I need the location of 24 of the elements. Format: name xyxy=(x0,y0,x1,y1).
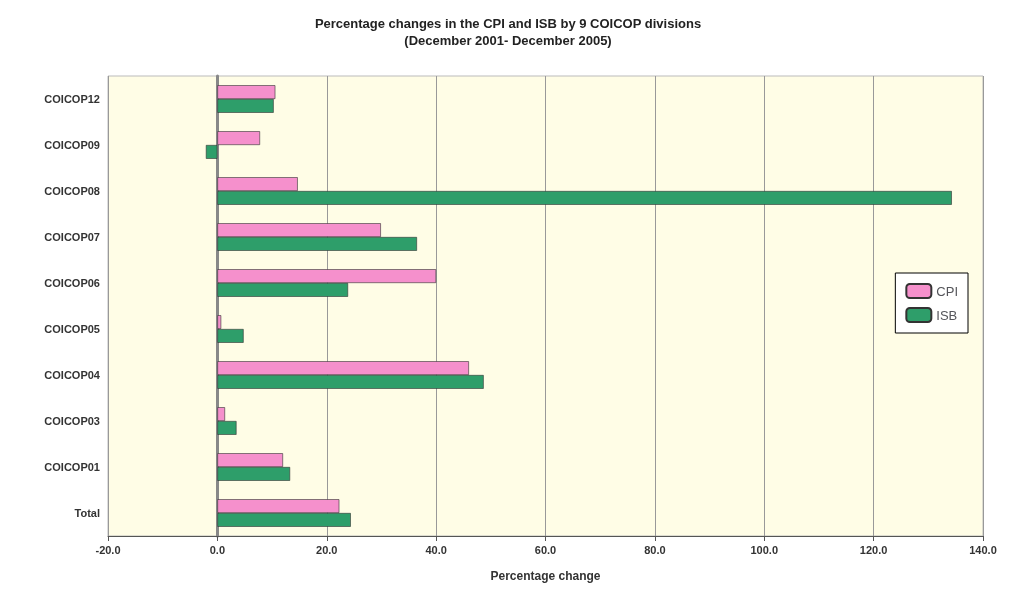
y-tick-label: COICOP06 xyxy=(44,277,100,289)
legend-label: ISB xyxy=(936,307,958,323)
y-tick-label: COICOP05 xyxy=(44,323,100,335)
y-tick-label: COICOP03 xyxy=(44,415,100,427)
chart-title: Percentage changes in the CPI and ISB by 9 COICOP divisions xyxy=(314,16,702,31)
y-tick-label: COICOP09 xyxy=(44,139,100,151)
x-tick-label: 140.0 xyxy=(969,543,997,556)
y-tick-label: COICOP07 xyxy=(44,231,100,243)
x-tick-label: 80.0 xyxy=(644,543,666,556)
y-tick-label: COICOP12 xyxy=(44,93,100,105)
x-tick-label: 100.0 xyxy=(750,543,779,556)
x-tick-label: 40.0 xyxy=(425,543,447,556)
legend-label: CPI xyxy=(936,283,958,299)
x-tick-label: 120.0 xyxy=(859,543,888,556)
y-tick-label: Total xyxy=(74,507,100,519)
x-axis-title: Percentage change xyxy=(490,569,601,583)
x-tick-label: 20.0 xyxy=(316,543,338,556)
y-tick-label: COICOP08 xyxy=(44,185,100,197)
x-tick-label: 60.0 xyxy=(534,543,557,556)
chart-subtitle: (December 2001- December 2005) xyxy=(404,33,612,48)
x-tick-label: 0.0 xyxy=(209,543,226,556)
x-tick-label: -20.0 xyxy=(95,543,121,556)
y-tick-label: COICOP04 xyxy=(44,369,101,381)
y-tick-label: COICOP01 xyxy=(44,461,100,473)
